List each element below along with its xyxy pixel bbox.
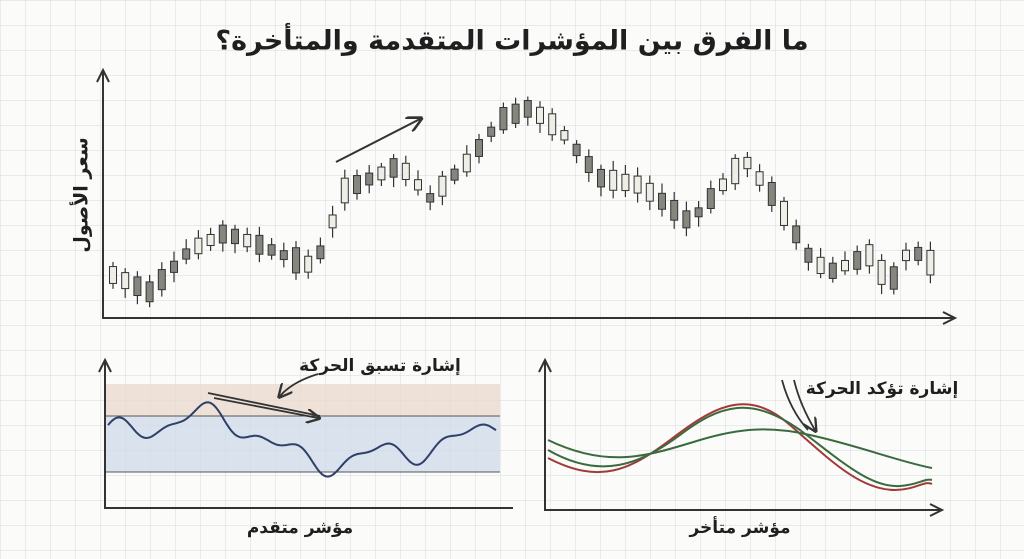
candle-body xyxy=(926,249,935,276)
axis-arrows xyxy=(96,67,958,325)
candle-body xyxy=(694,207,703,218)
candle-body xyxy=(889,266,898,290)
candle-body xyxy=(157,269,166,291)
slow-line xyxy=(547,428,933,469)
leading-line xyxy=(107,401,497,478)
medium-line xyxy=(547,406,933,488)
candle-body xyxy=(731,157,740,185)
candle-body xyxy=(658,192,666,210)
candle-body xyxy=(584,156,593,174)
candle-body xyxy=(121,272,130,290)
candle-body xyxy=(133,276,142,297)
candle-body xyxy=(633,175,642,194)
candle-body xyxy=(304,255,313,273)
lagging-panel: إشارة تؤكد الحركة مؤشر متأخر xyxy=(538,357,959,538)
candle-body xyxy=(767,181,776,206)
candle-body xyxy=(755,171,764,186)
candle-body xyxy=(267,244,276,256)
candle-body xyxy=(438,175,447,197)
candle-body xyxy=(841,259,849,272)
candle-body xyxy=(353,175,361,195)
candle-body xyxy=(621,173,630,192)
candle-body xyxy=(462,153,471,173)
candle-body xyxy=(792,225,801,244)
candle-body xyxy=(914,246,923,261)
annotation: إشارة تؤكد الحركة xyxy=(806,379,959,399)
candle-body xyxy=(401,162,410,180)
candle-body xyxy=(572,143,581,157)
candle-body xyxy=(609,169,618,191)
candle-body xyxy=(780,200,788,226)
candle-body xyxy=(804,247,813,263)
y-axis-label: سعر الأصول xyxy=(70,137,93,252)
axes xyxy=(102,72,953,319)
candle-body xyxy=(206,233,215,247)
candle-body xyxy=(316,245,325,260)
candle-body xyxy=(170,260,178,273)
candle-body xyxy=(243,233,252,248)
annotation: إشارة تسبق الحركة xyxy=(299,356,461,376)
candle-body xyxy=(670,199,679,221)
neutral-zone xyxy=(105,416,500,472)
candle-body xyxy=(645,182,654,202)
candle-body xyxy=(389,158,398,178)
panel-label: مؤشر متقدم xyxy=(247,518,353,538)
candle-body xyxy=(706,188,715,209)
axes xyxy=(104,362,513,509)
candle-body xyxy=(231,228,239,245)
candle-body xyxy=(109,266,117,284)
candle-body xyxy=(597,168,605,188)
annotation-arrow xyxy=(280,373,319,396)
candle-body xyxy=(560,130,569,141)
annotation-arrow xyxy=(781,379,815,430)
candle-body xyxy=(365,172,374,186)
candle-body xyxy=(877,259,886,285)
candle-body xyxy=(145,281,154,303)
candle-body xyxy=(255,234,264,255)
candle-body xyxy=(499,107,508,131)
candle-body xyxy=(450,168,459,181)
leading-panel: إشارة تسبق الحركة مؤشر متقدم xyxy=(98,356,513,538)
price-chart: سعر الأصول xyxy=(70,67,958,325)
candle-body xyxy=(865,244,874,267)
trend-arrow xyxy=(335,119,420,163)
candle-body xyxy=(853,251,862,270)
panel-label: مؤشر متأخر xyxy=(688,516,790,538)
candle-body xyxy=(511,103,520,124)
candle-body xyxy=(328,214,337,229)
candle-body xyxy=(218,224,227,244)
candle-body xyxy=(279,250,288,261)
candle-body xyxy=(523,100,532,118)
candle-body xyxy=(292,247,300,274)
overbought-zone xyxy=(105,384,500,416)
candle-body xyxy=(719,178,727,192)
divergence-arrow xyxy=(207,392,320,418)
title: ما الفرق بين المؤشرات المتقدمة والمتأخرة… xyxy=(215,23,808,57)
candle-body xyxy=(414,179,422,191)
axis-arrows xyxy=(538,357,945,517)
fast-line xyxy=(547,403,933,492)
candle-body xyxy=(536,106,544,124)
candle-body xyxy=(548,113,557,136)
candle-body xyxy=(902,249,910,262)
candle-body xyxy=(816,256,825,275)
candle-body xyxy=(487,126,496,137)
candle-body xyxy=(743,156,752,170)
candle-body xyxy=(828,262,837,279)
candle-body xyxy=(340,177,349,204)
axes xyxy=(544,362,940,511)
candle-body xyxy=(182,248,191,260)
candle-body xyxy=(682,210,691,229)
candle-body xyxy=(377,166,386,181)
axis-arrow xyxy=(98,357,112,373)
candle-body xyxy=(475,139,483,157)
candle-body xyxy=(194,237,203,255)
candle-body xyxy=(426,193,435,203)
